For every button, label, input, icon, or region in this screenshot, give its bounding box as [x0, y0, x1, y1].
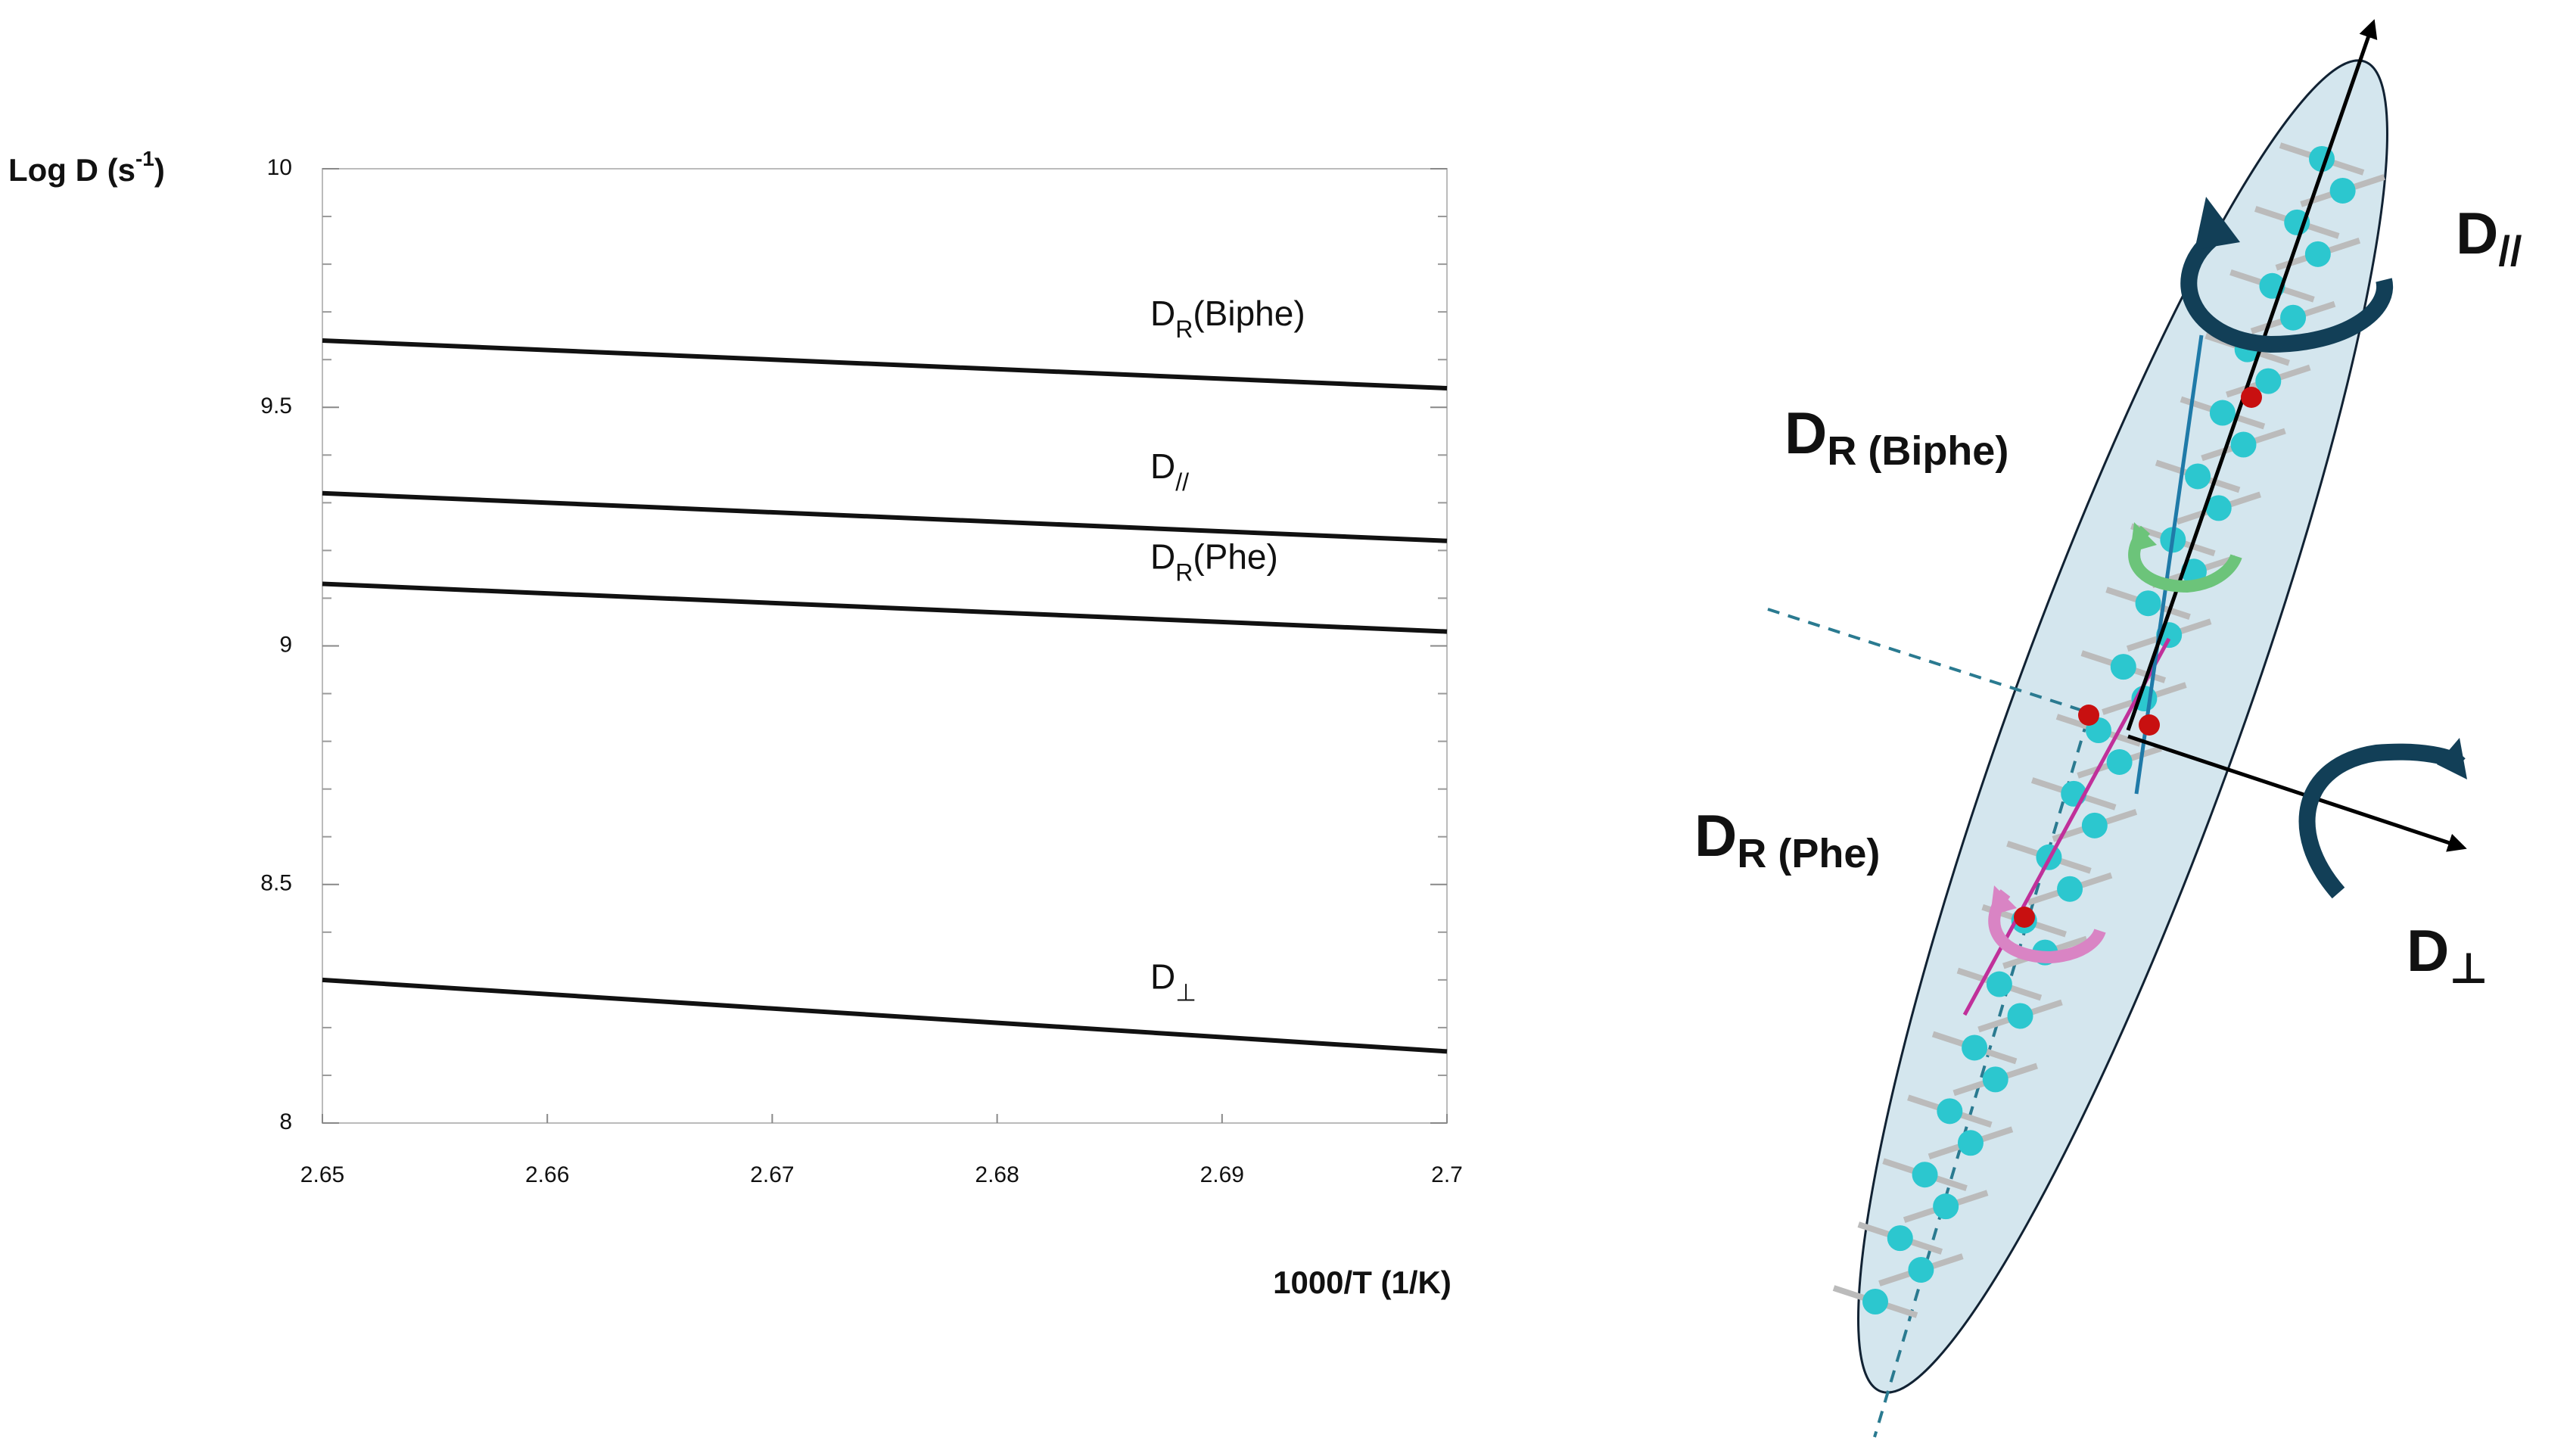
y-tick-label: 8 — [279, 1109, 292, 1134]
label-main: D — [2456, 200, 2498, 266]
series-line — [322, 490, 1448, 543]
y-tick-label: 10 — [267, 155, 292, 180]
carbon-atom — [2329, 177, 2356, 204]
carbon-atom — [1912, 1162, 1938, 1188]
carbon-atom — [2110, 654, 2136, 680]
carbon-atom — [1933, 1193, 1959, 1220]
carbon-atom — [2205, 495, 2232, 521]
series-label-main: D — [1150, 294, 1175, 333]
series-line — [322, 581, 1448, 634]
carbon-atom — [2180, 558, 2207, 585]
rotation-arrow-head — [2130, 522, 2157, 552]
series-label: D⊥ — [1150, 957, 1196, 1006]
carbon-atom — [2255, 368, 2282, 394]
carbon-atom — [1962, 1034, 1988, 1061]
series-label-main: D — [1150, 957, 1175, 997]
series-label-sub: ⊥ — [1175, 979, 1196, 1006]
dashed-axis — [1767, 608, 2088, 714]
rotation-arrow — [2128, 525, 2242, 593]
y-axis-label-end: ) — [154, 152, 165, 188]
rotation-arrow-head — [2437, 738, 2467, 779]
series-label-sub: // — [1175, 468, 1189, 496]
series-label-main: D — [1150, 446, 1175, 486]
diagram-label: D⊥ — [2407, 917, 2488, 992]
diagram-label: D// — [2456, 200, 2522, 275]
carbon-atom — [1908, 1257, 1934, 1283]
rotation-arrow — [1988, 889, 2106, 964]
x-tick-label: 2.68 — [975, 1162, 1019, 1187]
series-label-suffix: (Biphe) — [1193, 294, 1305, 333]
y-tick-label: 9.5 — [260, 394, 292, 418]
label-sub: R (Biphe) — [1827, 428, 2008, 474]
diagram-label: DR (Biphe) — [1784, 400, 2008, 474]
carbon-atom — [2057, 876, 2083, 902]
short-axis-arrow — [2127, 734, 2467, 852]
carbon-atom — [2135, 590, 2161, 617]
series-line — [322, 338, 1448, 391]
rotation-arrow-head — [2195, 197, 2240, 250]
x-tick-label: 2.66 — [525, 1162, 569, 1187]
oxygen-atom — [2241, 387, 2262, 408]
dashed-axis — [1873, 720, 2089, 1438]
carbon-atom — [2209, 400, 2236, 426]
y-axis-label-sup: -1 — [135, 147, 154, 170]
series-label-sub: R — [1175, 559, 1193, 586]
long-axis-arrow — [2126, 19, 2378, 731]
molecule-diagram: D// DR (Biphe) DR (Phe) D⊥ — [1694, 19, 2522, 1438]
carbon-atom — [1862, 1289, 1888, 1314]
carbon-atom — [1982, 1066, 2008, 1093]
label-sub: // — [2498, 227, 2522, 275]
rotation-arrow-head — [1990, 885, 2017, 916]
carbon-atom — [1937, 1098, 1963, 1125]
carbon-atom — [2304, 241, 2331, 267]
label-main: D — [2407, 917, 2449, 984]
series-label-sub: R — [1175, 316, 1193, 343]
carbon-atom — [2280, 304, 2307, 331]
label-sub: ⊥ — [2449, 944, 2488, 992]
oxygen-atom — [2139, 714, 2160, 736]
x-axis-label: 1000/T (1/K) — [1273, 1265, 1452, 1300]
y-axis-label-text: Log D (s — [8, 152, 135, 188]
x-tick-label: 2.69 — [1200, 1162, 1244, 1187]
phenyl-axis — [1962, 637, 2171, 1016]
carbon-atom — [1887, 1225, 1913, 1252]
diagram-label: DR (Phe) — [1694, 802, 1880, 877]
x-tick-label: 2.65 — [300, 1162, 344, 1187]
carbon-atom — [1957, 1130, 1984, 1156]
rotation-arrow — [2298, 743, 2466, 899]
series-label: DR(Phe) — [1150, 537, 1278, 586]
series-label: DR(Biphe) — [1150, 294, 1305, 343]
rotation-arrow — [2180, 228, 2394, 353]
label-main: D — [1784, 400, 1827, 466]
series-label: D// — [1150, 446, 1189, 496]
y-axis-label: Log D (s-1) — [8, 147, 165, 188]
y-tick-label: 9 — [279, 632, 292, 657]
y-tick-label: 8.5 — [260, 871, 292, 896]
chart: Log D (s-1) 1000/T (1/K) 8 8.5 9 9.5 10 2.65 2… — [8, 147, 1463, 1300]
carbon-atom — [2230, 431, 2257, 458]
carbon-atom — [2106, 748, 2133, 775]
x-tick-label: 2.7 — [1431, 1162, 1463, 1187]
carbon-atom — [1986, 971, 2012, 997]
label-main: D — [1694, 802, 1737, 869]
carbon-atom — [2081, 812, 2108, 838]
x-tick-label: 2.67 — [750, 1162, 794, 1187]
oxygen-atom — [2014, 907, 2035, 928]
series-label-suffix: (Phe) — [1193, 537, 1277, 577]
carbon-atom — [2185, 463, 2211, 490]
oxygen-atom — [2078, 705, 2099, 726]
label-sub: R (Phe) — [1737, 831, 1880, 876]
series-line — [322, 977, 1448, 1054]
carbon-atom — [2007, 1003, 2033, 1029]
series-label-main: D — [1150, 537, 1175, 577]
